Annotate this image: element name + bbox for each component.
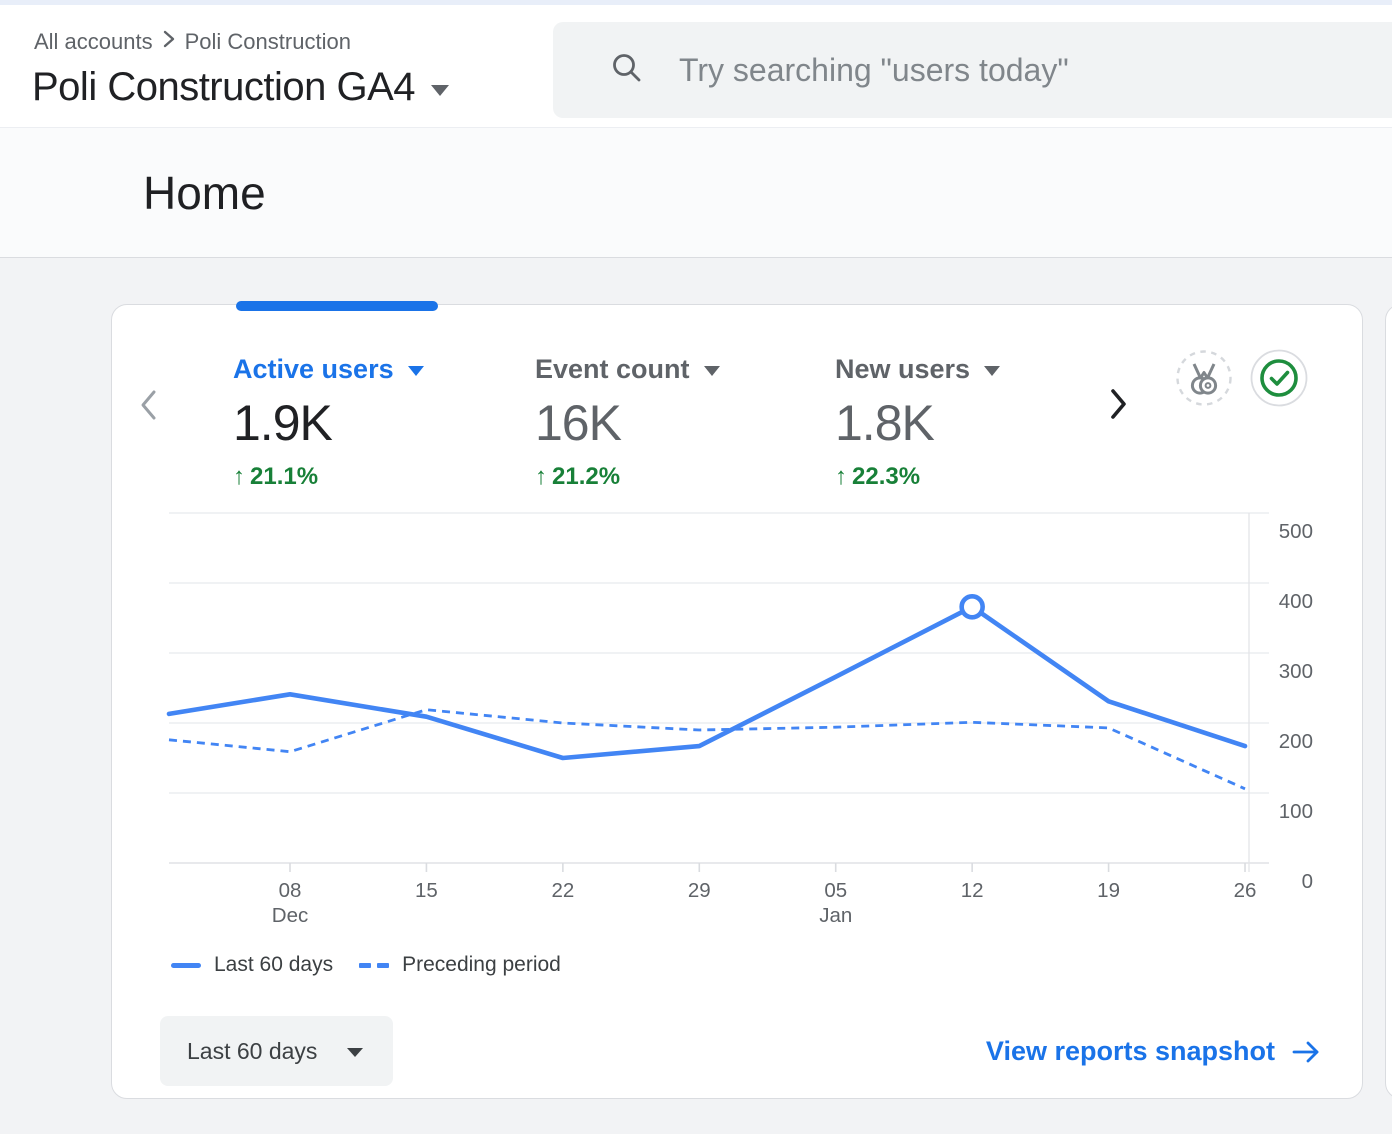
next-card-edge [1385,304,1392,1099]
search-icon [611,52,643,89]
metric-selector-event-count[interactable]: Event count [535,353,720,385]
breadcrumb-separator-icon [162,29,176,55]
svg-text:22: 22 [551,879,574,902]
caret-down-icon [984,365,1001,376]
trend-up-icon: ↑ [535,463,547,490]
property-title: Poli Construction GA4 [32,65,416,109]
metric-delta: ↑ 21.1% [233,463,424,491]
chevron-left-icon [141,390,156,420]
metric-value: 1.8K [835,395,935,451]
metric-delta: ↑ 22.3% [835,463,1000,491]
caret-down-icon [431,85,450,96]
chevron-right-icon [1111,389,1126,419]
arrow-right-icon [1292,1041,1319,1062]
search-bar[interactable] [553,22,1392,118]
legend-label: Last 60 days [214,953,334,976]
delta-value: 21.2% [552,463,621,490]
legend-label: Preceding period [402,953,561,976]
svg-text:05: 05 [824,879,847,902]
metric-selector-new-users[interactable]: New users [835,353,1001,385]
metric-active-users: Active users 1.9K ↑ 21.1% [233,353,424,491]
app-header: All accounts Poli Construction Poli Cons… [0,5,1392,127]
svg-text:12: 12 [961,879,984,902]
svg-text:Dec: Dec [272,904,308,927]
metric-label: Event count [535,354,690,384]
svg-text:Jan: Jan [819,904,852,927]
legend-item-preceding: Preceding period [359,953,561,977]
metric-value: 16K [535,395,622,451]
svg-text:500: 500 [1279,520,1313,543]
breadcrumb-all-accounts[interactable]: All accounts [34,29,153,54]
svg-text:26: 26 [1234,879,1257,902]
legend-item-current: Last 60 days [171,953,333,977]
status-ok-button[interactable] [1249,348,1309,413]
benchmark-badge-button[interactable] [1175,349,1233,412]
property-selector[interactable]: Poli Construction GA4 [32,65,450,110]
search-input[interactable] [679,51,1392,89]
view-reports-snapshot-link[interactable]: View reports snapshot [986,1036,1321,1067]
metric-label: Active users [233,354,394,384]
caret-down-icon [407,365,424,376]
link-label: View reports snapshot [985,1036,1275,1066]
svg-text:08: 08 [279,879,302,902]
metric-selector-active-users[interactable]: Active users [233,353,424,385]
caret-down-icon [703,365,720,376]
breadcrumb-property[interactable]: Poli Construction [184,29,351,54]
metric-label: New users [835,354,971,384]
svg-text:400: 400 [1279,590,1313,613]
solid-line-swatch [171,962,201,968]
caret-down-icon [347,1048,364,1057]
page-title-band: Home [0,127,1392,258]
carousel-left-button[interactable] [137,388,161,427]
breadcrumb: All accounts Poli Construction [34,29,351,55]
date-range-label: Last 60 days [187,1037,318,1064]
svg-text:300: 300 [1279,660,1313,683]
trend-up-icon: ↑ [835,463,847,490]
window-top-strip [0,0,1392,5]
svg-text:29: 29 [688,879,711,902]
date-range-button[interactable]: Last 60 days [160,1016,394,1086]
medal-icon [1176,350,1232,406]
trend-up-icon: ↑ [233,463,245,490]
svg-text:15: 15 [415,879,438,902]
svg-text:200: 200 [1279,730,1313,753]
content-area: 0 100 200 300 400 500 08 Dec 15 22 29 05 Jan 12 19 26 A… [0,258,1392,1134]
metric-value: 1.9K [233,395,333,451]
svg-text:19: 19 [1097,879,1120,902]
chart-legend: Last 60 days Preceding period [171,953,561,977]
delta-value: 22.3% [852,463,921,490]
overview-card: 0 100 200 300 400 500 08 Dec 15 22 29 05 Jan 12 19 26 A… [111,301,1363,1099]
metric-event-count: Event count 16K ↑ 21.2% [535,353,720,491]
metric-delta: ↑ 21.2% [535,463,720,491]
dashed-line-swatch [359,962,390,968]
delta-value: 21.1% [250,463,319,490]
metric-new-users: New users 1.8K ↑ 22.3% [835,353,1001,491]
page-title: Home [143,167,266,219]
svg-text:100: 100 [1279,800,1313,823]
active-tab-indicator [236,301,438,311]
check-circle-icon [1250,349,1308,407]
carousel-right-button[interactable] [1106,387,1130,426]
svg-text:0: 0 [1302,870,1313,893]
